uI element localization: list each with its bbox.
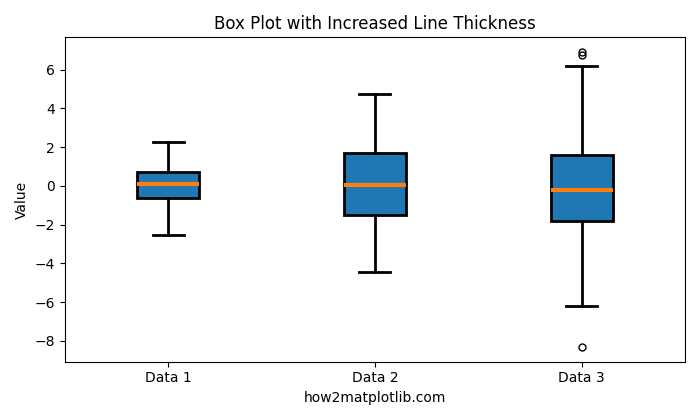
PathPatch shape <box>551 155 612 220</box>
X-axis label: how2matplotlib.com: how2matplotlib.com <box>304 391 446 405</box>
PathPatch shape <box>137 172 200 198</box>
Y-axis label: Value: Value <box>15 181 29 218</box>
PathPatch shape <box>344 153 406 215</box>
Title: Box Plot with Increased Line Thickness: Box Plot with Increased Line Thickness <box>214 15 536 33</box>
